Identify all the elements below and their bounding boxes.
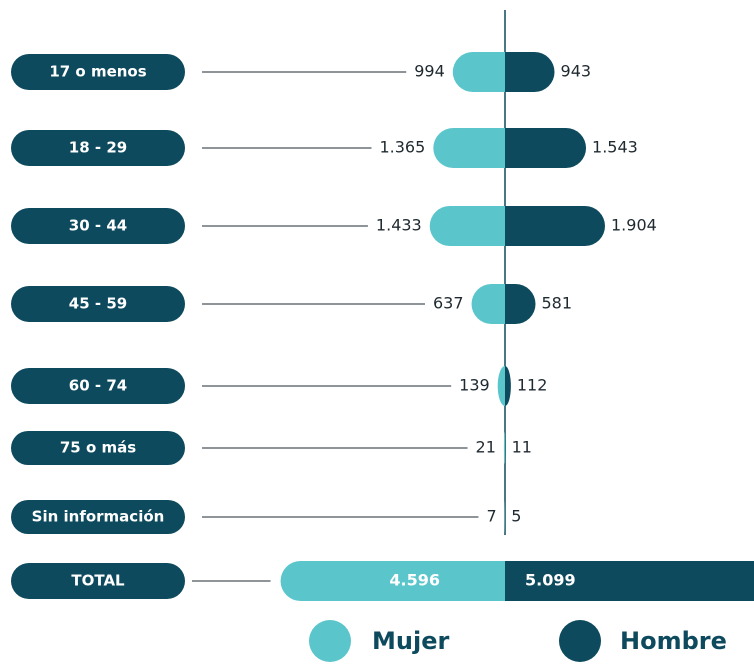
bar-mujer (503, 432, 505, 464)
bar-mujer (471, 284, 505, 324)
category-label: Sin información (32, 508, 165, 526)
category-label: 45 - 59 (69, 295, 127, 313)
category-pill (11, 54, 185, 90)
total-label-hombre: 5.099 (525, 571, 576, 590)
bar-hombre (505, 206, 605, 246)
category-pill (11, 286, 185, 322)
total-label-mujer: 4.596 (389, 571, 440, 590)
value-label-hombre: 1.904 (611, 216, 657, 235)
legend-swatch (309, 620, 351, 662)
bar-hombre (505, 52, 555, 92)
category-label: 60 - 74 (69, 377, 127, 395)
value-label-hombre: 5 (511, 507, 521, 526)
value-label-hombre: 11 (512, 438, 532, 457)
value-label-mujer: 7 (486, 507, 496, 526)
bar-mujer (497, 366, 505, 407)
value-label-hombre: 1.543 (592, 138, 638, 157)
category-pill (11, 431, 185, 465)
legend-swatch (559, 620, 601, 662)
category-pill (11, 500, 185, 534)
value-label-mujer: 21 (476, 438, 496, 457)
bar-hombre (505, 366, 511, 407)
bar-mujer (452, 52, 505, 92)
value-label-mujer: 994 (414, 62, 445, 81)
total-bar-hombre (505, 561, 754, 601)
value-label-hombre: 112 (517, 376, 548, 395)
value-label-mujer: 637 (433, 294, 464, 313)
category-pill (11, 208, 185, 244)
category-label: 30 - 44 (69, 217, 127, 235)
bar-hombre (505, 284, 536, 324)
value-label-mujer: 1.365 (379, 138, 425, 157)
category-pill (11, 130, 185, 166)
value-label-mujer: 139 (459, 376, 490, 395)
legend-label: Mujer (372, 627, 449, 655)
category-label: 17 o menos (49, 63, 146, 81)
category-pill (11, 368, 185, 404)
bar-hombre (505, 128, 587, 168)
value-label-hombre: 943 (561, 62, 592, 81)
bar-hombre (505, 432, 506, 464)
total-bar-mujer (280, 561, 505, 601)
category-pill (11, 563, 185, 599)
category-label: TOTAL (71, 572, 125, 590)
bar-mujer (433, 128, 505, 168)
category-label: 75 o más (60, 439, 136, 457)
value-label-mujer: 1.433 (376, 216, 422, 235)
legend-label: Hombre (620, 627, 727, 655)
category-label: 18 - 29 (69, 139, 127, 157)
value-label-hombre: 581 (542, 294, 573, 313)
bar-mujer (429, 206, 505, 246)
